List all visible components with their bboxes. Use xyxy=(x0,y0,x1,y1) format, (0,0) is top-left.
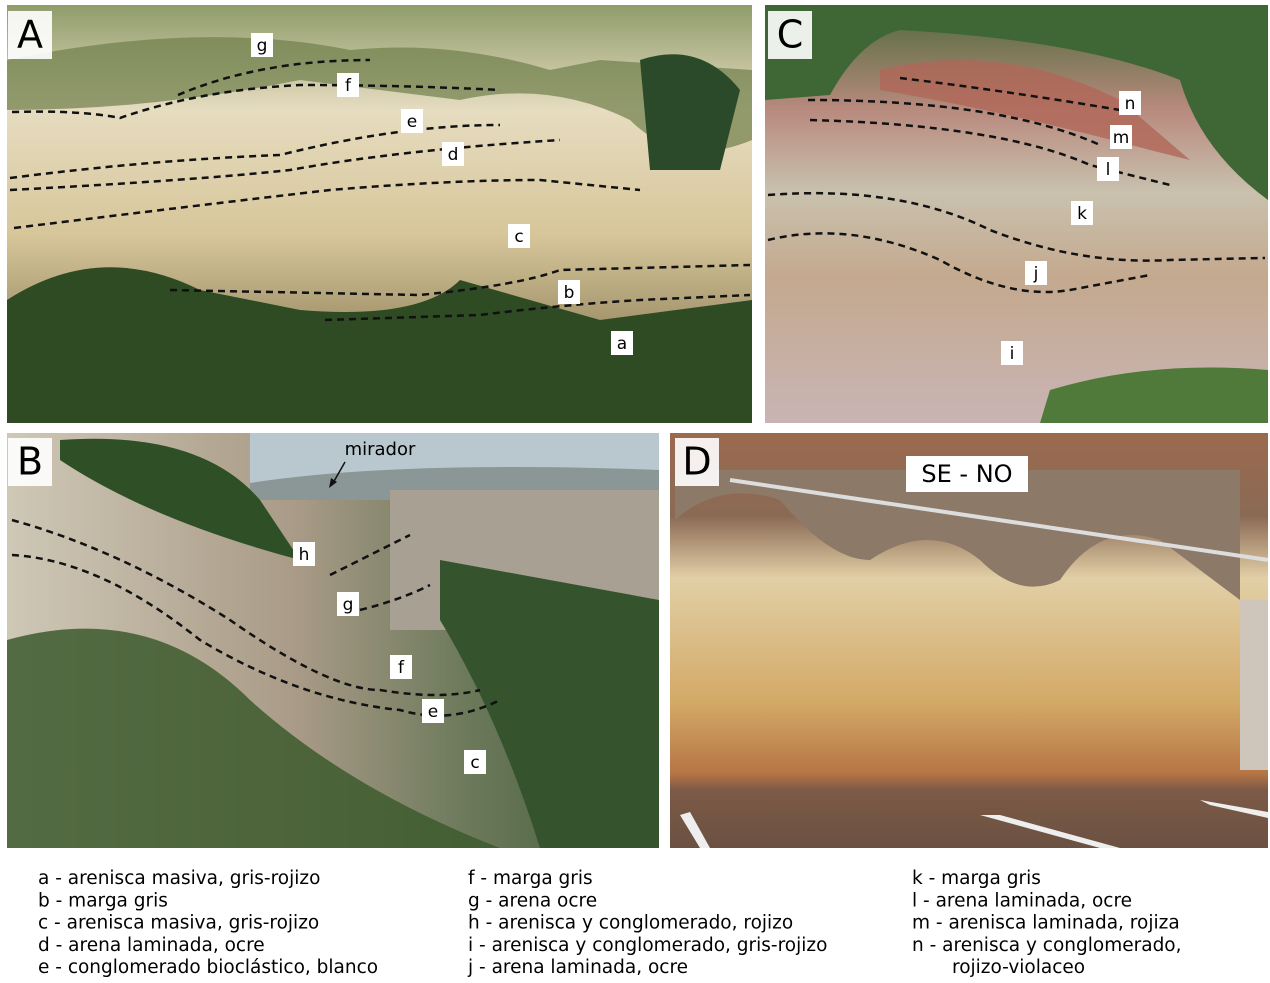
legend-item: l - arena laminada, ocre xyxy=(912,890,1132,911)
legend-item: b - marga gris xyxy=(38,890,168,911)
panel-letter: C xyxy=(777,13,804,57)
legend-item: i - arenisca y conglomerado, gris-rojizo xyxy=(468,935,827,956)
unit-label: SE - NO xyxy=(921,460,1012,488)
unit-label: f xyxy=(398,658,405,678)
unit-label: e xyxy=(428,702,438,722)
unit-label: e xyxy=(407,112,417,132)
unit-label: n xyxy=(1125,94,1136,114)
column xyxy=(1240,600,1268,770)
unit-label: m xyxy=(1113,128,1130,148)
figure: Ag f e d c b a Cnml k j i Bh g f e c mirador D SE - NO a - … xyxy=(0,0,1270,983)
unit-label: a xyxy=(617,334,627,354)
legend-item: e - conglomerado bioclástico, blanco xyxy=(38,957,378,978)
unit-label: h xyxy=(299,545,310,565)
unit-label: j xyxy=(1033,264,1039,284)
annotation: mirador xyxy=(345,439,416,460)
unit-label: f xyxy=(345,76,352,96)
panel-letter: B xyxy=(17,440,43,484)
legend-item: a - arenisca masiva, gris-rojizo xyxy=(38,868,320,889)
legend-item: d - arena laminada, ocre xyxy=(38,935,265,956)
unit-label: i xyxy=(1010,344,1015,364)
legend-item: j - arena laminada, ocre xyxy=(467,957,688,978)
unit-label: g xyxy=(343,595,354,615)
unit-label: c xyxy=(514,227,523,247)
unit-label: d xyxy=(448,145,459,165)
unit-label: l xyxy=(1106,160,1111,180)
legend-item: g - arena ocre xyxy=(468,890,597,911)
unit-label: b xyxy=(564,283,575,303)
legend-item: h - arenisca y conglomerado, rojizo xyxy=(468,913,793,934)
unit-label: c xyxy=(470,753,479,773)
legend-item: rojizo-violaceo xyxy=(952,957,1085,978)
legend-item: c - arenisca masiva, gris-rojizo xyxy=(38,913,319,934)
unit-label: g xyxy=(257,36,268,56)
legend-item: m - arenisca laminada, rojiza xyxy=(912,913,1180,934)
legend-item: k - marga gris xyxy=(912,868,1041,889)
legend-item: n - arenisca y conglomerado, xyxy=(912,935,1182,956)
panel-letter: A xyxy=(17,13,43,57)
legend-item: f - marga gris xyxy=(468,868,593,889)
unit-label: k xyxy=(1077,204,1087,224)
panel-letter: D xyxy=(682,440,711,484)
